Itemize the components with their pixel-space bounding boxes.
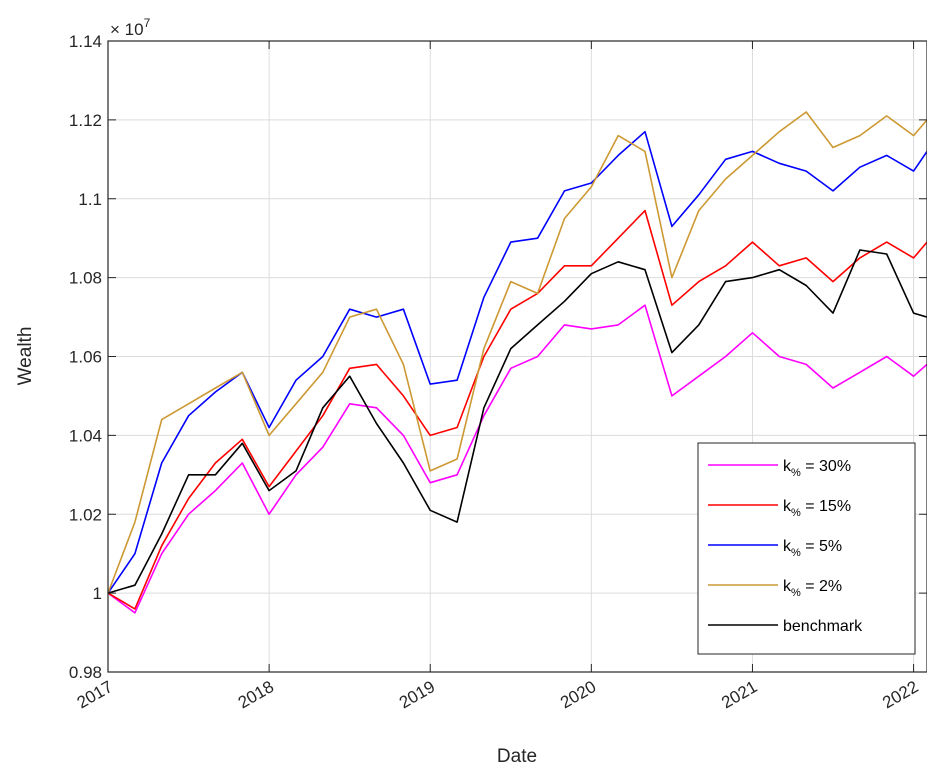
- legend-label-prefix: k: [783, 458, 792, 475]
- y-tick-label: 0.98: [69, 663, 102, 682]
- legend-label: k% = 5%: [783, 538, 842, 559]
- legend-label: k% = 2%: [783, 578, 842, 599]
- legend-label-prefix: k: [783, 578, 792, 595]
- legend-label-subscript: %: [791, 587, 801, 599]
- y-tick-label: 1.06: [69, 348, 102, 367]
- series-line-3: [107, 111, 927, 594]
- y-tick-label: 1.04: [69, 426, 102, 445]
- y-axis-label: Wealth: [15, 327, 36, 386]
- y-tick-label: 1.08: [69, 269, 102, 288]
- legend-label-subscript: %: [791, 467, 801, 479]
- y-exponent-base: × 10: [110, 20, 144, 39]
- series-line-4: [107, 249, 927, 594]
- y-exponent-label: × 107: [110, 16, 151, 39]
- series-line-0: [107, 304, 927, 614]
- legend-label-prefix: k: [783, 498, 792, 515]
- y-tick-label: 1.1: [78, 190, 102, 209]
- svg-text:× 107: × 107: [110, 16, 151, 39]
- y-tick-label: 1.14: [69, 32, 102, 51]
- y-tick-label: 1.02: [69, 505, 102, 524]
- legend-label: benchmark: [783, 618, 863, 635]
- legend-label-suffix: = 30%: [801, 458, 851, 475]
- plot-lines: [107, 111, 927, 614]
- legend: k% = 30%k% = 15%k% = 5%k% = 2%benchmark: [697, 442, 916, 655]
- legend-label-subscript: %: [791, 547, 801, 559]
- series-line-1: [107, 209, 927, 610]
- legend-label: k% = 30%: [783, 458, 851, 479]
- y-tick-label: 1.12: [69, 111, 102, 130]
- legend-label-suffix: = 2%: [801, 578, 842, 595]
- legend-label-suffix: = 15%: [801, 498, 851, 515]
- legend-box: [697, 442, 916, 655]
- legend-label-subscript: %: [791, 507, 801, 519]
- legend-label-prefix: benchmark: [783, 618, 863, 635]
- y-tick-label: 1: [93, 584, 102, 603]
- legend-label: k% = 15%: [783, 498, 851, 519]
- legend-label-prefix: k: [783, 538, 792, 555]
- y-exponent-power: 7: [144, 16, 151, 30]
- legend-label-suffix: = 5%: [801, 538, 842, 555]
- x-axis-label: Date: [497, 746, 537, 767]
